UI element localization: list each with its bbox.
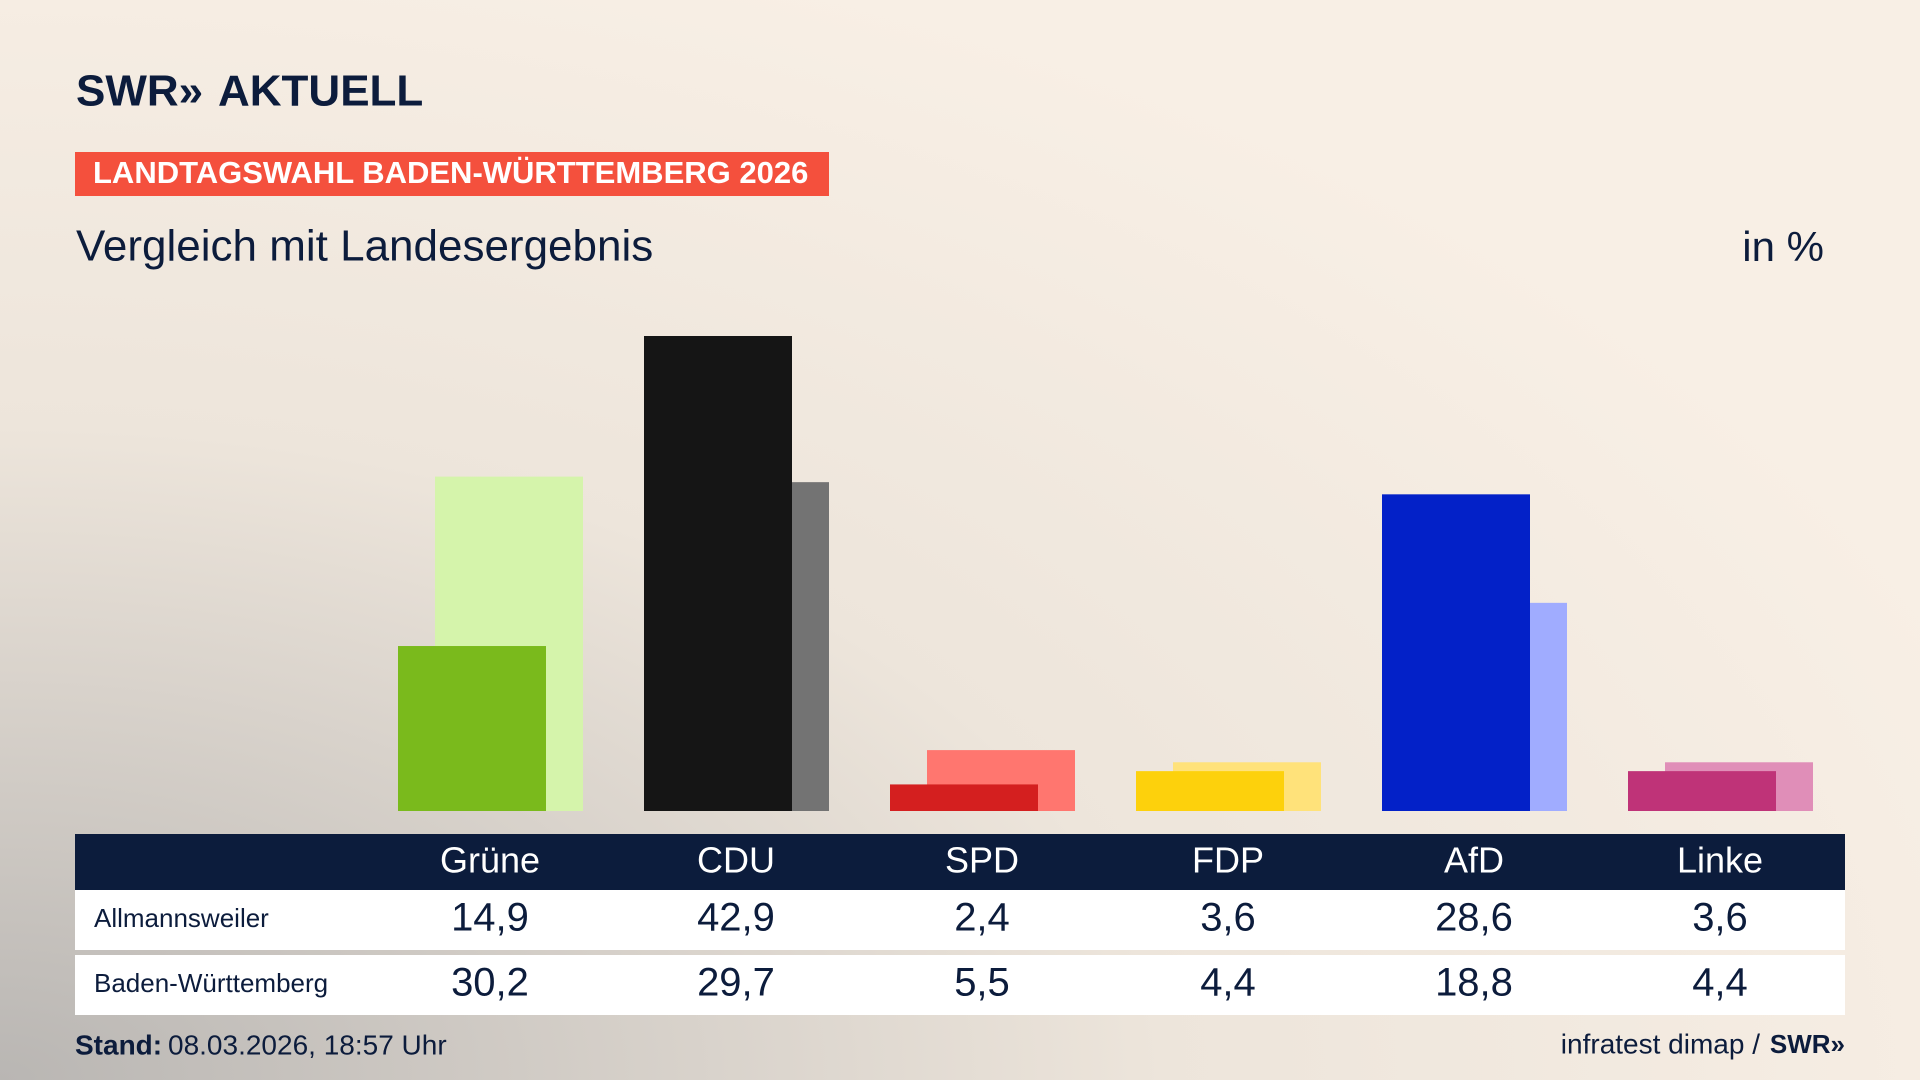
value-label: 2,4 bbox=[954, 896, 1010, 940]
value-label: 29,7 bbox=[697, 961, 775, 1005]
unit-label: in % bbox=[1742, 223, 1824, 270]
stand-label: Stand: bbox=[75, 1029, 162, 1060]
category-label: Linke bbox=[1677, 840, 1763, 881]
bar bbox=[398, 646, 546, 811]
source-brand: SWR» bbox=[1770, 1029, 1845, 1059]
row-label: Baden-Württemberg bbox=[94, 968, 328, 998]
value-label: 5,5 bbox=[954, 961, 1010, 1005]
banner bbox=[75, 152, 829, 196]
value-label: 4,4 bbox=[1692, 961, 1748, 1005]
bar bbox=[644, 336, 792, 811]
row-label: Allmannsweiler bbox=[94, 903, 269, 933]
category-label: SPD bbox=[945, 840, 1019, 881]
value-label: 4,4 bbox=[1200, 961, 1256, 1005]
banner-text: LANDTAGSWAHL BADEN-WÜRTTEMBERG 2026 bbox=[93, 155, 808, 190]
category-label: AfD bbox=[1444, 840, 1504, 881]
table-row bbox=[75, 890, 1845, 950]
value-label: 14,9 bbox=[451, 896, 529, 940]
value-label: 3,6 bbox=[1692, 896, 1748, 940]
category-label: Grüne bbox=[440, 840, 540, 881]
table-header bbox=[75, 834, 1845, 890]
value-label: 42,9 bbox=[697, 896, 775, 940]
bar bbox=[890, 784, 1038, 811]
bar bbox=[1382, 494, 1530, 811]
category-label: CDU bbox=[697, 840, 775, 881]
bar bbox=[1628, 771, 1776, 811]
value-label: 18,8 bbox=[1435, 961, 1513, 1005]
value-label: 28,6 bbox=[1435, 896, 1513, 940]
value-label: 30,2 bbox=[451, 961, 529, 1005]
bar bbox=[1136, 771, 1284, 811]
stand: 08.03.2026, 18:57 Uhr bbox=[168, 1029, 447, 1060]
value-label: 3,6 bbox=[1200, 896, 1256, 940]
brand-logo: SWR» bbox=[76, 67, 203, 116]
chart-title: Vergleich mit Landesergebnis bbox=[76, 222, 653, 271]
table-row bbox=[75, 955, 1845, 1015]
section-logo: AKTUELL bbox=[218, 67, 423, 116]
category-label: FDP bbox=[1192, 840, 1264, 881]
source: infratest dimap / bbox=[1561, 1028, 1760, 1059]
